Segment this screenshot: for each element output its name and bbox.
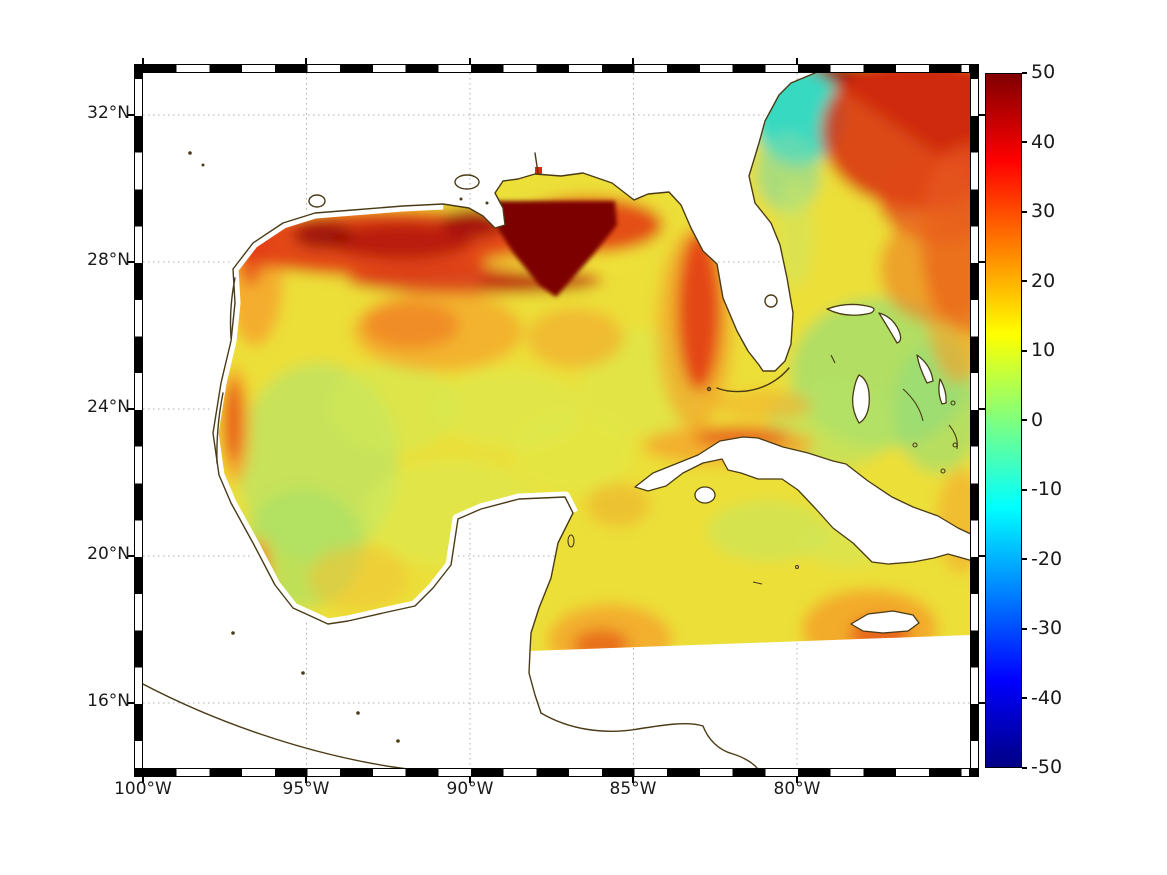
colorbar-tick-label: 50 xyxy=(1031,61,1056,83)
tamaulipas-lagoon xyxy=(216,392,224,464)
laguna-madre xyxy=(229,277,236,339)
y-axis-tick-right xyxy=(979,408,985,410)
colorbar-tick xyxy=(1022,558,1027,560)
x-axis-tick-top xyxy=(142,58,144,64)
colorbar-tick xyxy=(1022,489,1027,491)
map-plot xyxy=(143,73,970,768)
y-axis-tick-right xyxy=(979,555,985,557)
x-tick-label: 85°W xyxy=(609,779,657,799)
frame-corner xyxy=(970,768,979,777)
x-axis-tick xyxy=(305,777,307,783)
colorbar-tick-label: -40 xyxy=(1031,687,1063,709)
colorbar-tick xyxy=(1022,419,1027,421)
frame-corner xyxy=(134,64,143,73)
y-axis-tick xyxy=(128,261,134,263)
y-axis-tick xyxy=(128,555,134,557)
frame-top xyxy=(143,64,970,73)
colorbar-tick xyxy=(1022,697,1027,699)
x-tick-label: 80°W xyxy=(773,779,821,799)
island-cat xyxy=(938,378,947,405)
y-axis-tick-right xyxy=(979,114,985,116)
x-tick-label: 95°W xyxy=(282,779,330,799)
x-axis-tick-top xyxy=(632,58,634,64)
y-tick-label: 32°N xyxy=(87,103,130,123)
colorbar-tick xyxy=(1022,628,1027,630)
colorbar-tick-label: 30 xyxy=(1031,200,1056,222)
y-tick-label: 16°N xyxy=(87,691,130,711)
colorbar-tick-label: -50 xyxy=(1031,756,1063,778)
colorbar-tick-label: 10 xyxy=(1031,339,1056,361)
coast-mainland xyxy=(212,73,816,714)
coastlines xyxy=(143,73,816,768)
colorbar-tick xyxy=(1022,280,1027,282)
florida-keys xyxy=(716,367,790,393)
data-field xyxy=(213,73,970,651)
x-axis-tick-top xyxy=(305,58,307,64)
inland-specks xyxy=(188,151,489,743)
frame-left xyxy=(134,64,143,777)
colorbar-tick-label: -30 xyxy=(1031,617,1063,639)
island-grand-bahama xyxy=(826,303,875,316)
y-tick-label: 20°N xyxy=(87,544,130,564)
isolated-data-pixel xyxy=(535,167,542,174)
colorbar-tick-label: -20 xyxy=(1031,548,1063,570)
colorbar-tick-label: 0 xyxy=(1031,409,1044,431)
colorbar-tick xyxy=(1022,72,1027,74)
frame-corner xyxy=(970,64,979,73)
y-axis-tick xyxy=(128,408,134,410)
colorbar-tick xyxy=(1022,350,1027,352)
colorbar-gradient xyxy=(985,73,1022,768)
frame-corner xyxy=(134,768,143,777)
island-eleuthera xyxy=(916,354,934,384)
max-anomaly-blob xyxy=(493,201,617,297)
mobile-bay xyxy=(534,152,539,174)
y-tick-label: 24°N xyxy=(87,397,130,417)
y-axis-tick xyxy=(128,114,134,116)
y-axis-tick-right xyxy=(979,261,985,263)
colorbar-tick xyxy=(1022,767,1027,769)
lake-pontchartrain xyxy=(454,174,480,190)
colorbar-tick-label: 20 xyxy=(1031,270,1056,292)
x-axis-tick-top xyxy=(469,58,471,64)
small-cays xyxy=(567,354,958,585)
coast-honduras xyxy=(540,712,758,768)
colorbar-tick-label: -10 xyxy=(1031,478,1063,500)
coast-pacific-mexico xyxy=(143,683,406,768)
x-tick-label: 100°W xyxy=(114,779,172,799)
x-axis-tick xyxy=(142,777,144,783)
colorbar-tick xyxy=(1022,211,1027,213)
colorbar-tick xyxy=(1022,141,1027,143)
frame-bottom xyxy=(143,768,970,777)
x-axis-tick-top xyxy=(796,58,798,64)
galveston-bay xyxy=(308,194,326,208)
y-axis-tick xyxy=(128,702,134,704)
x-axis-tick xyxy=(796,777,798,783)
x-axis-tick xyxy=(632,777,634,783)
y-axis-tick-right xyxy=(979,702,985,704)
island-cuba xyxy=(634,436,970,565)
island-isle-of-youth xyxy=(694,486,716,504)
island-andros xyxy=(851,374,870,424)
lake-okeechobee xyxy=(764,294,778,308)
y-tick-label: 28°N xyxy=(87,250,130,270)
island-abaco xyxy=(878,312,902,344)
x-tick-label: 90°W xyxy=(446,779,494,799)
islands xyxy=(634,303,970,634)
x-axis-tick xyxy=(469,777,471,783)
colorbar-tick-label: 40 xyxy=(1031,131,1056,153)
island-jamaica xyxy=(850,610,920,634)
frame-right xyxy=(970,64,979,777)
